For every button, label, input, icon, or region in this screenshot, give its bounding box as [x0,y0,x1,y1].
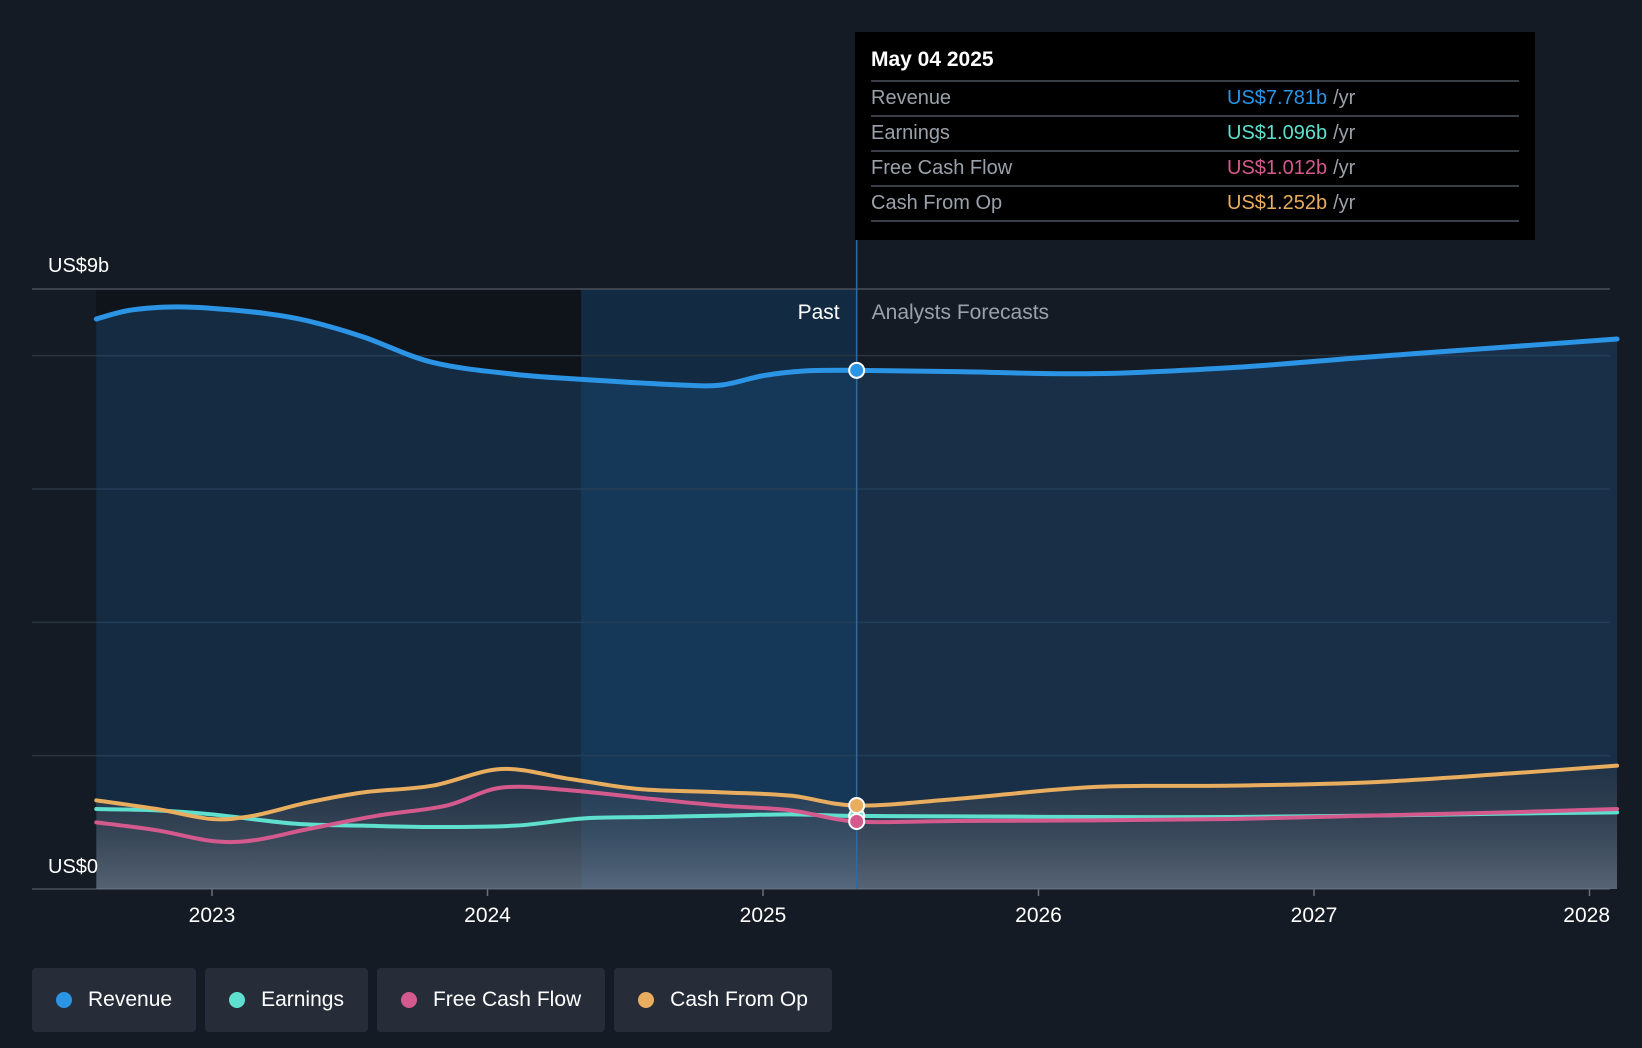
tooltip-row-revenue: Revenue US$7.781b /yr [871,82,1519,117]
tooltip-row-earnings: Earnings US$1.096b /yr [871,117,1519,152]
tooltip-row-free-cash-flow: Free Cash Flow US$1.012b /yr [871,152,1519,187]
legend-item-free-cash-flow[interactable]: Free Cash Flow [376,968,606,1032]
x-tick-label: 2028 [1563,904,1610,927]
x-tick-label: 2024 [464,904,511,927]
legend-item-cash-from-op[interactable]: Cash From Op [614,968,832,1032]
x-tick-label: 2023 [189,904,236,927]
x-tick-label: 2027 [1291,904,1338,927]
tooltip-label: Free Cash Flow [871,157,1013,179]
y-axis-bottom-label: US$0 [48,856,98,878]
series-line-free-cash-flow [94,784,1620,845]
series-line-revenue [93,304,1620,389]
tooltip-value: US$1.252b [1227,192,1328,214]
y-axis-top-label: US$9b [48,255,109,277]
marker-free-cash-flow [848,813,866,831]
tooltip-label: Cash From Op [871,192,1003,214]
revenue-dot-icon [56,992,72,1008]
legend-item-earnings[interactable]: Earnings [205,968,368,1032]
tooltip-unit: /yr [1333,87,1356,109]
legend-label: Earnings [261,988,344,1011]
x-tick-label: 2025 [740,904,787,927]
tooltip-row-cash-from-op: Cash From Op US$1.252b /yr [871,187,1519,222]
legend-label: Revenue [88,988,173,1011]
tooltip-unit: /yr [1333,122,1356,144]
forecast-zone-label: Analysts Forecasts [872,301,1049,324]
legend: Revenue Earnings Free Cash Flow Cash Fro… [32,968,832,1032]
cash-from-op-dot-icon [638,992,655,1008]
tooltip-value: US$1.096b [1227,122,1328,144]
legend-label: Free Cash Flow [432,988,582,1011]
legend-item-revenue[interactable]: Revenue [32,968,197,1032]
marker-cash-from-op [848,797,866,815]
past-zone-label: Past [798,301,840,324]
tooltip-date: May 04 2025 [871,46,1519,82]
series-line-cash-from-op [94,763,1620,822]
tooltip-unit: /yr [1333,157,1356,179]
tooltip-value: US$7.781b [1227,87,1328,109]
tooltip-label: Revenue [871,87,952,109]
tooltip-label: Earnings [871,122,950,144]
legend-label: Cash From Op [670,988,808,1011]
x-tick-label: 2026 [1015,904,1062,927]
marker-revenue [848,361,866,379]
tooltip: May 04 2025 Revenue US$7.781b /yr Earnin… [855,32,1535,240]
earnings-dot-icon [229,992,246,1008]
free-cash-flow-dot-icon [400,992,417,1008]
tooltip-value: US$1.012b [1227,157,1328,179]
tooltip-unit: /yr [1333,192,1356,214]
